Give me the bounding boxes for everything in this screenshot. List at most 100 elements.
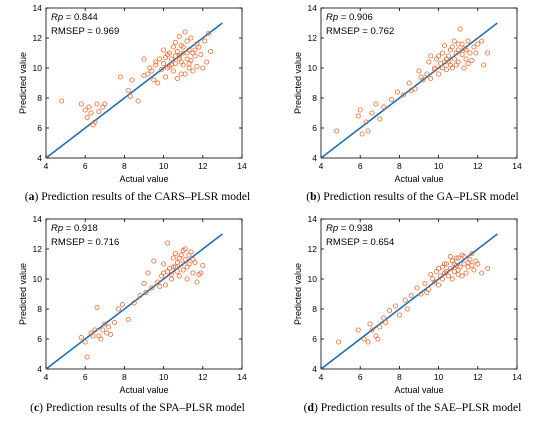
rp-value: = 0.906 bbox=[338, 12, 373, 23]
panel-letter: c bbox=[34, 401, 40, 414]
data-point bbox=[198, 270, 204, 276]
data-point bbox=[459, 52, 465, 58]
data-point bbox=[457, 26, 463, 32]
data-point bbox=[153, 59, 159, 65]
data-point bbox=[204, 59, 210, 65]
data-point bbox=[359, 131, 365, 137]
data-point bbox=[449, 65, 455, 71]
data-point bbox=[441, 43, 447, 49]
data-point bbox=[168, 62, 174, 68]
data-point bbox=[161, 270, 167, 276]
data-point bbox=[174, 269, 180, 275]
x-tick-label: 6 bbox=[83, 372, 88, 382]
data-point bbox=[451, 56, 457, 62]
data-point bbox=[184, 276, 190, 282]
scatter-plot-d: 4 6 8 10 12 14 4 6 8 10 12 14 Actual value Predicted … bbox=[293, 214, 522, 395]
data-point bbox=[459, 41, 465, 47]
data-point bbox=[447, 266, 453, 272]
data-point bbox=[200, 65, 206, 71]
data-point bbox=[143, 290, 149, 296]
y-tick-label: 14 bbox=[33, 214, 43, 224]
regression-line bbox=[45, 22, 223, 159]
data-point bbox=[163, 74, 169, 80]
y-tick-label: 6 bbox=[312, 123, 317, 133]
data-point bbox=[422, 281, 428, 287]
data-point bbox=[190, 68, 196, 74]
y-axis-label: Predicted value bbox=[18, 52, 28, 114]
data-point bbox=[461, 65, 467, 71]
x-tick-label: 4 bbox=[44, 161, 49, 171]
data-point bbox=[436, 71, 442, 77]
y-axis-label: Predicted value bbox=[18, 263, 28, 325]
regression-line bbox=[45, 233, 223, 370]
y-tick-label: 4 bbox=[37, 364, 42, 374]
data-point bbox=[367, 321, 373, 327]
y-tick-label: 12 bbox=[33, 244, 43, 254]
data-point bbox=[198, 52, 204, 58]
data-point bbox=[182, 246, 188, 252]
data-point bbox=[485, 266, 491, 272]
scatter-plot-b: 4 6 8 10 12 14 4 6 8 10 12 14 Actual value Predicted … bbox=[293, 3, 522, 184]
data-point bbox=[473, 50, 479, 56]
panel-letter: a bbox=[28, 190, 35, 203]
data-point bbox=[426, 59, 432, 65]
data-point bbox=[127, 94, 133, 100]
rmsep-value: = 0.969 bbox=[85, 26, 120, 37]
x-tick-label: 10 bbox=[159, 161, 169, 171]
data-point bbox=[180, 267, 186, 273]
data-point bbox=[163, 282, 169, 288]
data-point bbox=[473, 258, 479, 264]
data-point bbox=[165, 240, 171, 246]
y-tick-label: 12 bbox=[308, 244, 318, 254]
data-point bbox=[463, 270, 469, 276]
data-point bbox=[432, 67, 438, 73]
y-tick-label: 8 bbox=[312, 304, 317, 314]
x-tick-label: 6 bbox=[83, 161, 88, 171]
data-point bbox=[463, 47, 469, 53]
data-point bbox=[125, 88, 131, 94]
data-point bbox=[392, 303, 398, 309]
y-tick-label: 14 bbox=[33, 3, 43, 13]
x-axis-label: Actual value bbox=[119, 174, 168, 184]
data-point bbox=[182, 71, 188, 77]
data-point bbox=[96, 109, 102, 115]
y-axis-label: Predicted value bbox=[293, 263, 303, 325]
data-point bbox=[471, 44, 477, 50]
data-point bbox=[369, 327, 375, 333]
plot-frame bbox=[320, 218, 518, 370]
data-point bbox=[172, 264, 178, 270]
data-point bbox=[471, 267, 477, 273]
data-point bbox=[465, 38, 471, 44]
rmsep-annotation: RMSEP = 0.716 bbox=[51, 237, 119, 248]
x-tick-label: 8 bbox=[397, 372, 402, 382]
panel-caption: (c) Prediction results of the SPA–PLSR m… bbox=[30, 401, 245, 414]
rmsep-value: = 0.716 bbox=[85, 237, 120, 248]
data-point bbox=[186, 252, 192, 258]
data-point bbox=[418, 291, 424, 297]
data-point bbox=[396, 312, 402, 318]
data-point bbox=[168, 272, 174, 278]
y-tick-label: 4 bbox=[312, 153, 317, 163]
rmsep-value: = 0.762 bbox=[360, 26, 395, 37]
data-point bbox=[184, 50, 190, 56]
data-point bbox=[165, 65, 171, 71]
x-tick-label: 14 bbox=[512, 372, 522, 382]
data-point bbox=[208, 49, 214, 55]
data-point bbox=[174, 49, 180, 55]
rp-label: Rp bbox=[51, 223, 63, 234]
data-point bbox=[381, 315, 387, 321]
rp-annotation: Rp = 0.918 bbox=[51, 223, 98, 234]
regression-line bbox=[320, 233, 498, 370]
data-point bbox=[443, 269, 449, 275]
chart-panel-b: 4 6 8 10 12 14 4 6 8 10 12 14 Actual value Predicted … bbox=[275, 0, 550, 210]
data-point bbox=[186, 65, 192, 71]
data-point bbox=[170, 264, 176, 270]
data-point bbox=[100, 327, 106, 333]
data-point bbox=[475, 41, 481, 47]
data-point bbox=[394, 89, 400, 95]
data-point bbox=[84, 354, 90, 360]
rmsep-annotation: RMSEP = 0.654 bbox=[326, 237, 394, 248]
data-point bbox=[112, 320, 118, 326]
rp-annotation: Rp = 0.906 bbox=[326, 12, 373, 23]
data-point bbox=[416, 68, 422, 74]
